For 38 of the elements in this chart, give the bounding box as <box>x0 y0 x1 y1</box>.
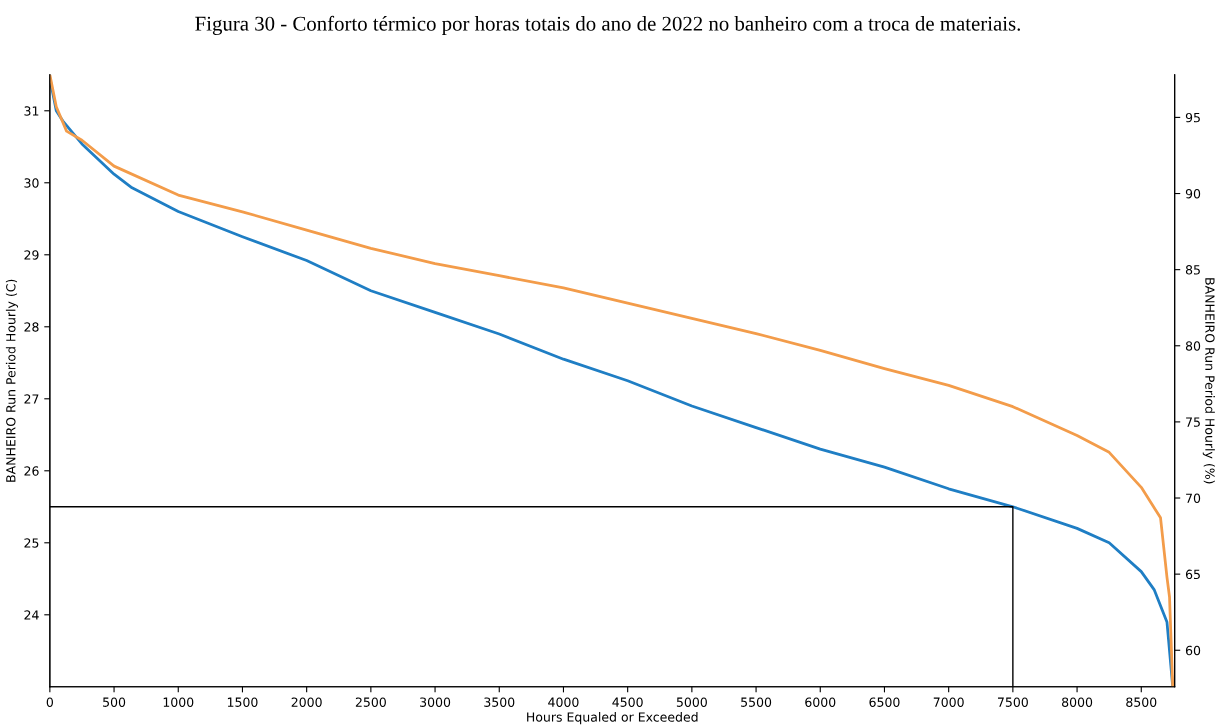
x-tick-label: 7500 <box>997 697 1028 707</box>
x-tick-label: 8000 <box>1062 697 1093 707</box>
y2-tick-label: 65 <box>1185 569 1200 580</box>
x-tick-label: 4000 <box>548 697 579 707</box>
y2-tick-label: 75 <box>1186 417 1200 427</box>
chart-title: Figura 30 - Conforto térmico por horas totais do ano de 2022 no banheiro com a troca de materiais. <box>195 15 1020 35</box>
y-tick-label: 29 <box>24 250 39 260</box>
x-tick-label: 3500 <box>484 697 515 707</box>
x-axis-title: Hours Equaled or Exceeded <box>527 712 698 725</box>
y2-axis-title: BANHEIRO Run Period Hourly (%) <box>1202 278 1215 484</box>
y-tick-label: 28 <box>24 322 39 332</box>
x-tick-label: 1000 <box>163 697 194 707</box>
y-tick-label: 30 <box>24 178 39 188</box>
y-tick-label: 25 <box>24 538 39 548</box>
y-axis-title: BANHEIRO Run Period Hourly (C) <box>5 279 18 482</box>
x-tick-label: 1500 <box>227 697 258 707</box>
x-tick-label: 4500 <box>612 697 643 707</box>
y2-tick-label: 95 <box>1185 112 1200 123</box>
y2-tick-label: 85 <box>1185 265 1200 275</box>
y-tick-label: 31 <box>24 106 39 116</box>
x-tick-label: 0 <box>46 697 53 707</box>
y-tick-label: 24 <box>24 610 39 620</box>
y2-tick-label: 80 <box>1185 341 1201 351</box>
y2-tick-label: 90 <box>1185 189 1201 199</box>
y2-tick-label: 70 <box>1186 493 1201 503</box>
x-tick-label: 8500 <box>1126 697 1157 707</box>
x-tick-label: 3000 <box>420 697 451 707</box>
x-tick-label: 5000 <box>676 697 707 707</box>
y2-tick-label: 60 <box>1185 645 1201 656</box>
x-tick-label: 2500 <box>355 697 386 707</box>
y-tick-label: 27 <box>24 394 39 404</box>
x-tick-label: 2000 <box>291 697 322 707</box>
y-tick-label: 26 <box>24 466 39 476</box>
x-tick-label: 500 <box>103 697 126 707</box>
x-tick-label: 6000 <box>805 697 836 707</box>
x-tick-label: 6500 <box>869 697 900 707</box>
x-tick-label: 7000 <box>933 697 964 707</box>
x-tick-label: 5500 <box>741 697 772 707</box>
